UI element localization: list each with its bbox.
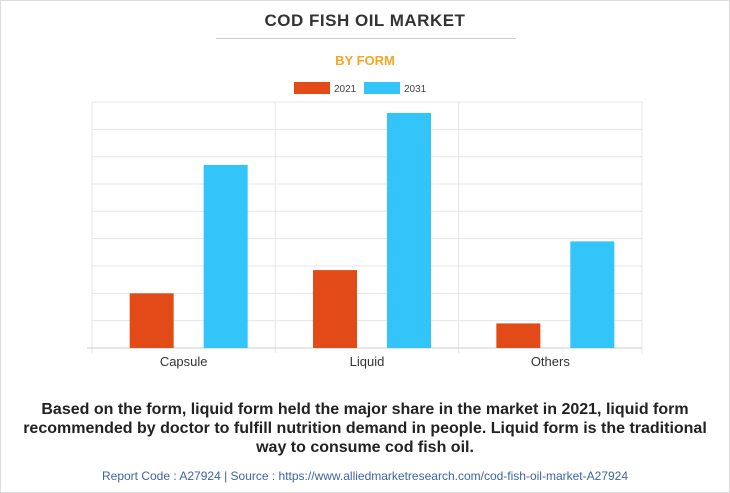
report-source-footer[interactable]: Report Code : A27924 | Source : https://… bbox=[101, 469, 629, 483]
bar-2021-liquid bbox=[313, 270, 357, 348]
bar-chart: Capsule Liquid Others 2021 2031 bbox=[87, 82, 643, 369]
title-divider bbox=[216, 38, 516, 39]
bar-2031-liquid bbox=[387, 112, 431, 348]
chart-caption: Based on the form, liquid form held the … bbox=[23, 401, 707, 456]
x-tick-label: Others bbox=[531, 354, 571, 369]
bar-2031-others bbox=[570, 241, 615, 348]
chart-subtitle: BY FORM bbox=[335, 53, 395, 68]
x-tick-label: Capsule bbox=[160, 354, 208, 369]
legend-label-2021: 2021 bbox=[334, 84, 357, 95]
x-tick-label: Liquid bbox=[350, 354, 385, 369]
legend-swatch-2031 bbox=[364, 82, 400, 94]
chart-title: COD FISH OIL MARKET bbox=[264, 11, 466, 30]
bar-2021-capsule bbox=[129, 293, 174, 348]
legend-swatch-2021 bbox=[294, 82, 330, 94]
bar-2031-capsule bbox=[203, 164, 248, 348]
legend-label-2031: 2031 bbox=[404, 84, 427, 95]
bar-2021-others bbox=[496, 323, 541, 348]
